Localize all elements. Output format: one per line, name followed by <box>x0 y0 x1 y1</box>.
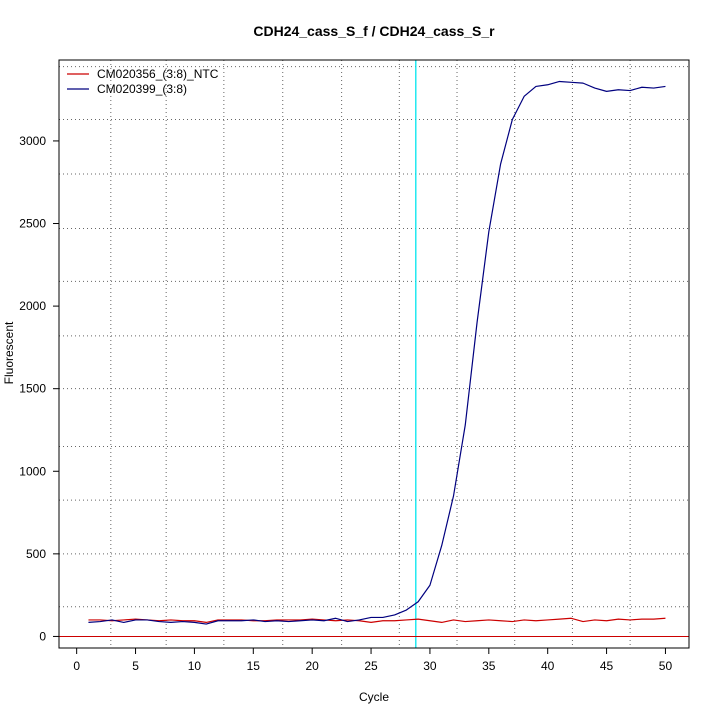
reference-lines <box>59 60 689 648</box>
series-line-1 <box>88 80 666 625</box>
x-tick-label-2: 10 <box>188 659 202 673</box>
y-tick-label-1: 500 <box>26 547 46 561</box>
x-axis-label: Cycle <box>359 690 389 704</box>
series-line-0 <box>88 617 666 624</box>
legend-label-0: CM020356_(3:8)_NTC <box>97 67 219 81</box>
x-tick-label-5: 25 <box>364 659 378 673</box>
series-layer <box>88 80 666 625</box>
y-tick-label-4: 2000 <box>19 299 46 313</box>
y-axis-label: Fluorescent <box>2 321 16 384</box>
x-tick-label-7: 35 <box>482 659 496 673</box>
x-tick-label-3: 15 <box>247 659 261 673</box>
x-tick-label-9: 45 <box>600 659 614 673</box>
y-tick-label-2: 1000 <box>19 464 46 478</box>
y-tick-label-3: 1500 <box>19 382 46 396</box>
x-tick-label-6: 30 <box>423 659 437 673</box>
y-tick-label-5: 2500 <box>19 217 46 231</box>
x-axis: 0 5 10 15 20 25 30 35 40 45 50 <box>73 647 673 673</box>
x-tick-label-0: 0 <box>73 659 80 673</box>
x-tick-label-1: 5 <box>132 659 139 673</box>
legend-label-1: CM020399_(3:8) <box>97 82 187 96</box>
y-tick-label-0: 0 <box>39 629 46 643</box>
grid-layer <box>59 60 689 648</box>
x-tick-label-8: 40 <box>541 659 555 673</box>
chart-title: CDH24_cass_S_f / CDH24_cass_S_r <box>253 23 495 39</box>
y-tick-label-6: 3000 <box>19 134 46 148</box>
y-axis: 0 500 1000 1500 2000 2500 3000 <box>19 134 60 643</box>
x-tick-label-10: 50 <box>659 659 673 673</box>
x-tick-label-4: 20 <box>305 659 319 673</box>
